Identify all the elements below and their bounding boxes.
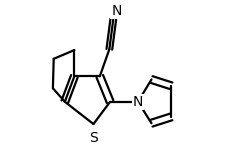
Text: S: S: [89, 131, 98, 145]
Text: N: N: [111, 4, 122, 18]
Text: N: N: [133, 95, 143, 109]
